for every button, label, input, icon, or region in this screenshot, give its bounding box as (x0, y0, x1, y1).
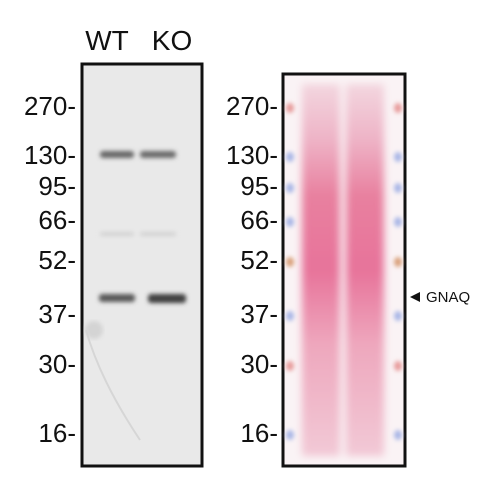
ladder-band (286, 257, 294, 267)
marker-label: 66- (240, 205, 278, 235)
annotation: GNAQ (426, 289, 470, 306)
marker-label: 37- (38, 299, 76, 329)
blot-panel (80, 62, 204, 468)
ladder-band (394, 152, 402, 162)
lane-label: WT (85, 25, 129, 56)
marker-label: 30- (38, 349, 76, 379)
lane-label: KO (152, 25, 192, 56)
marker-label: 30- (240, 349, 278, 379)
marker-label: 52- (38, 245, 76, 275)
ladder-band (394, 430, 402, 440)
ladder-band (286, 103, 294, 113)
marker-label: 270- (24, 91, 76, 121)
marker-label: 52- (240, 245, 278, 275)
marker-label: 95- (240, 171, 278, 201)
ladder-band (286, 183, 294, 193)
marker-label: 16- (240, 418, 278, 448)
ladder-band (394, 183, 402, 193)
marker-label: 130- (24, 140, 76, 170)
ladder-band (394, 361, 402, 371)
ladder-band (286, 430, 294, 440)
arrow (410, 292, 420, 302)
ladder-band (394, 217, 402, 227)
ladder-band (286, 152, 294, 162)
ladder-band (394, 103, 402, 113)
ladder-band (286, 217, 294, 227)
ponceau-panel (281, 72, 407, 468)
marker-label: 95- (38, 171, 76, 201)
ladder-band (394, 257, 402, 267)
marker-label: 130- (226, 140, 278, 170)
marker-label: 37- (240, 299, 278, 329)
marker-label: 16- (38, 418, 76, 448)
ladder-band (394, 311, 402, 321)
marker-label: 270- (226, 91, 278, 121)
marker-label: 66- (38, 205, 76, 235)
ladder-band (286, 311, 294, 321)
ladder-band (286, 361, 294, 371)
